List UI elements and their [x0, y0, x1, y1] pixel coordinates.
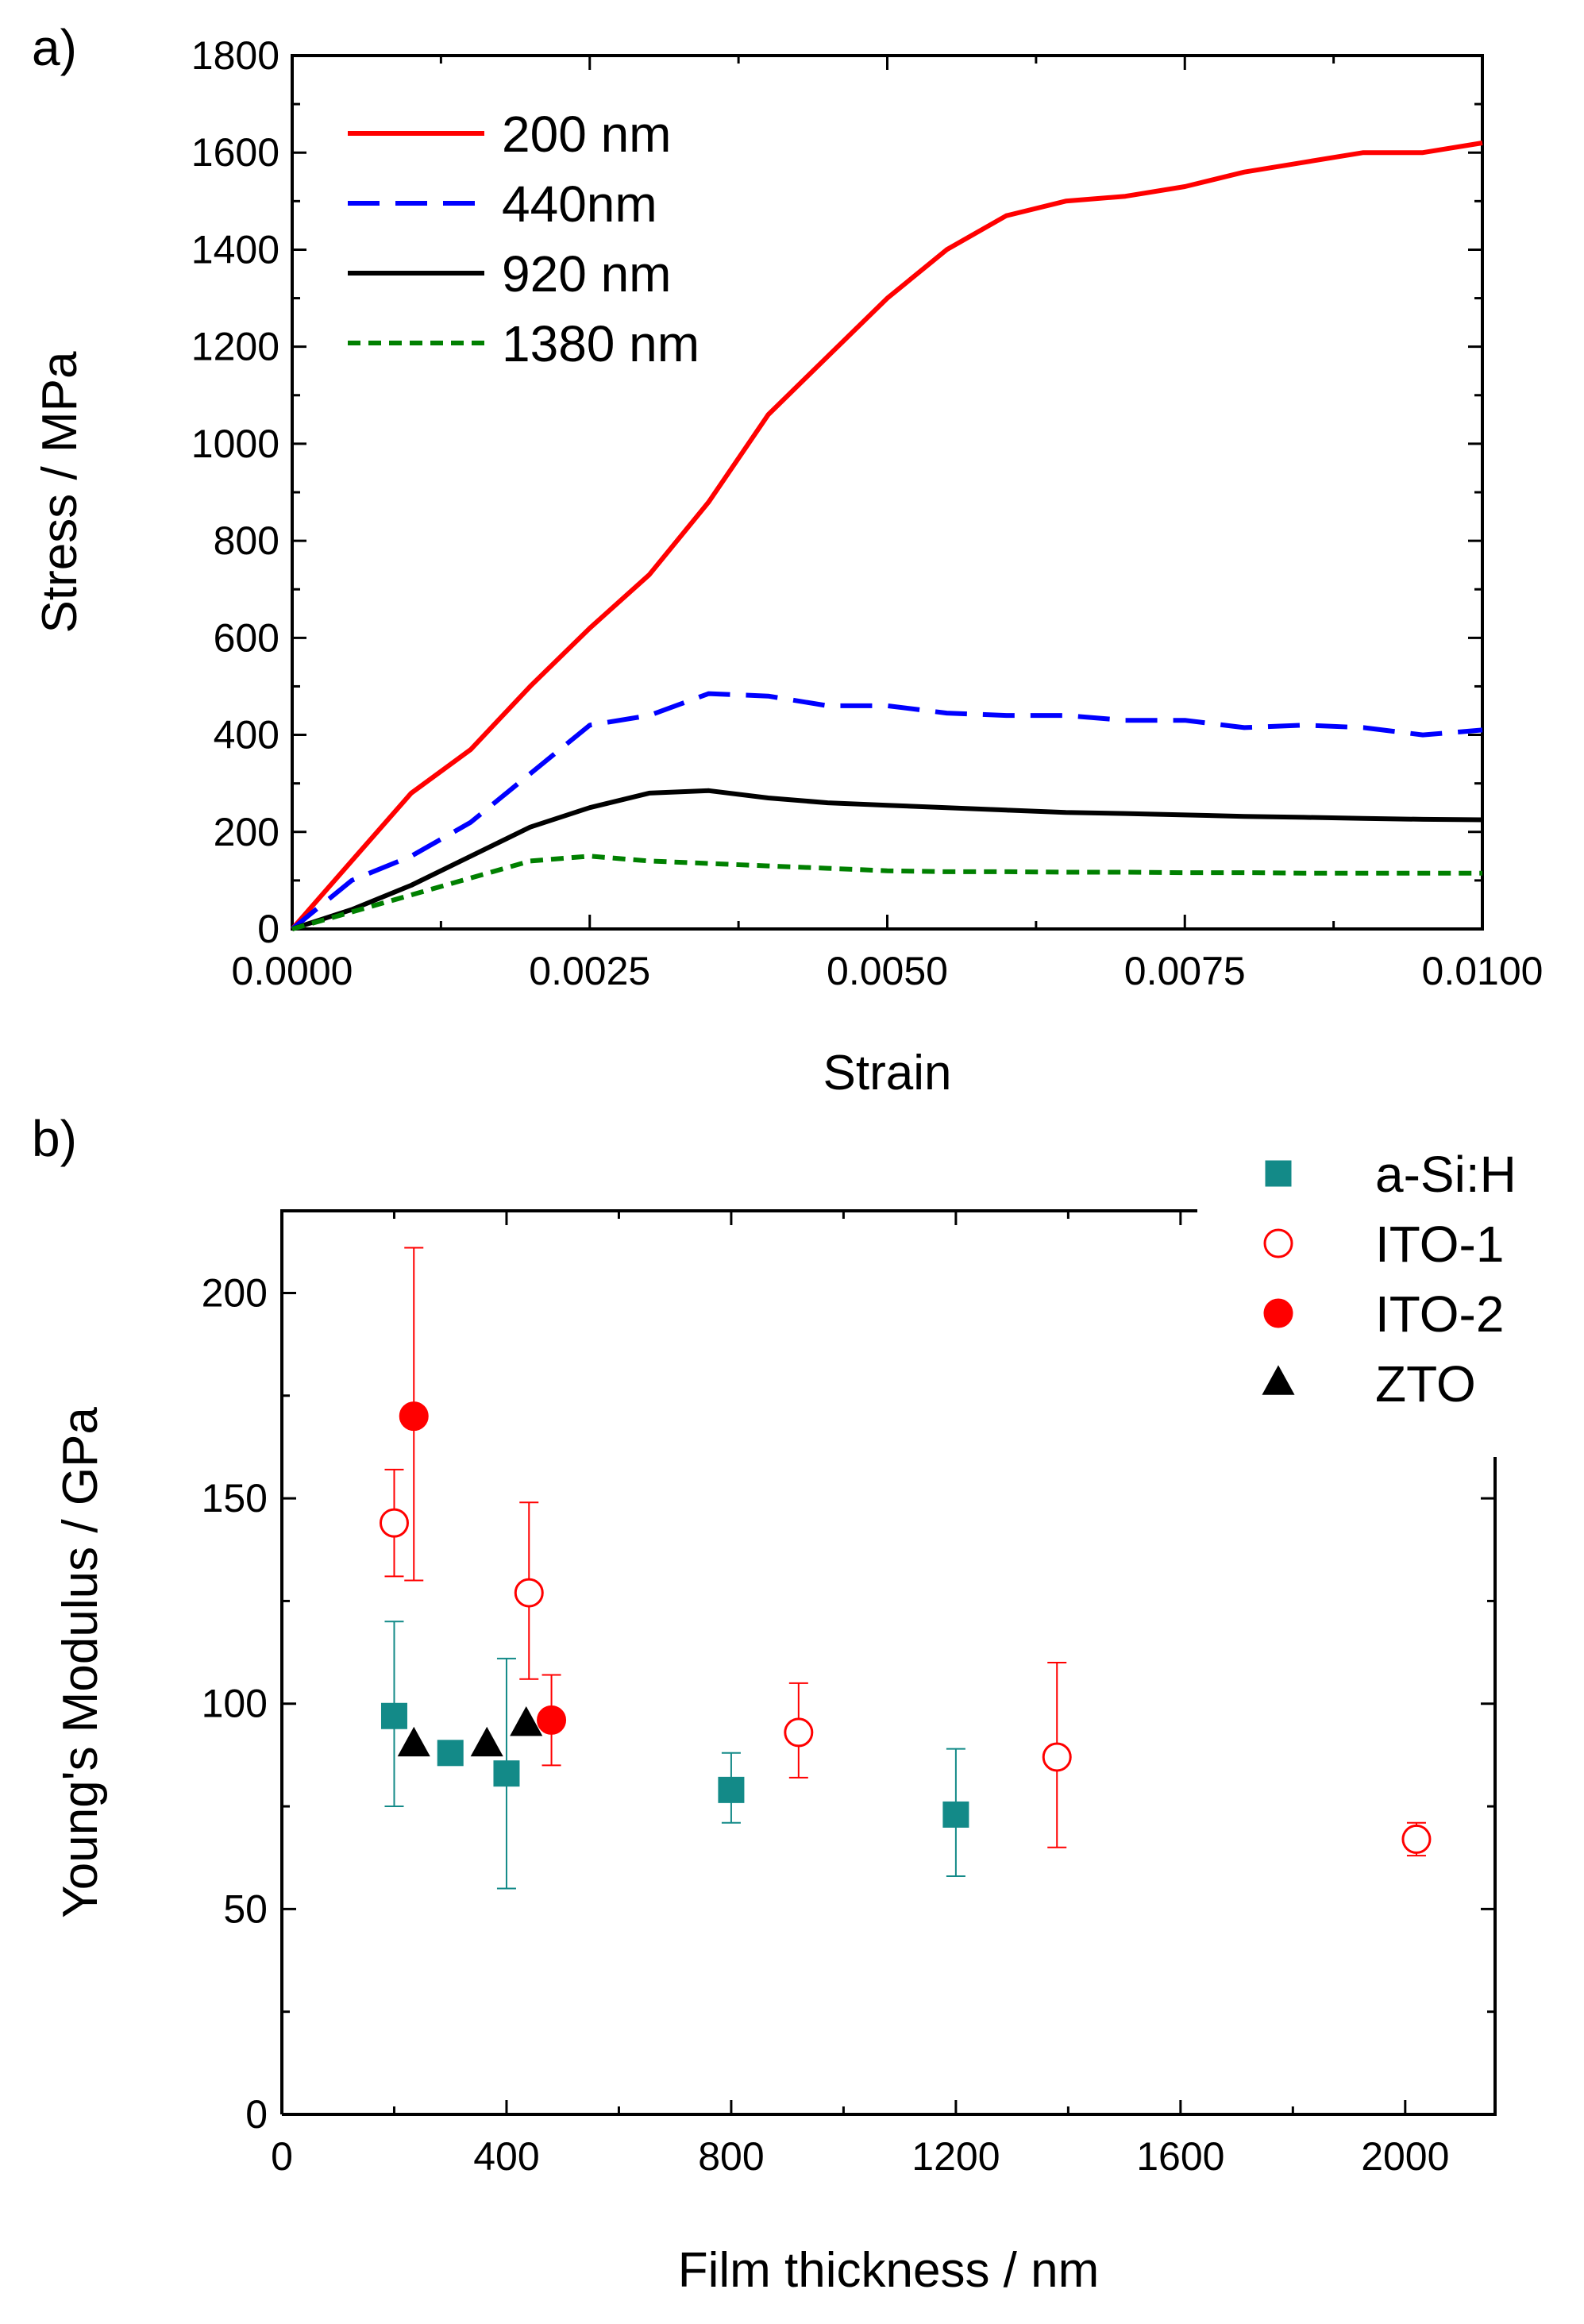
series-line-1380-nm	[291, 854, 1482, 931]
data-point-ITO-1	[514, 1578, 544, 1608]
data-point-ITO-1	[1042, 1742, 1072, 1772]
y-tick-label: 1600	[191, 130, 279, 175]
x-tick-label: 0	[271, 2134, 293, 2179]
x-tick-label: 0.0000	[232, 949, 353, 993]
legend-label: ZTO	[1375, 1355, 1476, 1413]
plot-frame-a	[291, 54, 1484, 931]
legend-marker	[1263, 1298, 1293, 1328]
legend-marker	[1265, 1160, 1292, 1187]
legend-marker	[1262, 1365, 1295, 1395]
x-tick-label: 1200	[911, 2134, 1000, 2179]
series-line-440nm	[291, 691, 1483, 931]
y-tick-label: 600	[214, 615, 279, 660]
data-point-a-Si-H	[942, 1801, 969, 1828]
legend-marker	[1263, 1228, 1293, 1258]
x-tick-label: 1600	[1136, 2134, 1224, 2179]
x-tick-label: 800	[698, 2134, 764, 2179]
y-tick-label: 800	[214, 518, 279, 563]
x-tick-label: 2000	[1361, 2134, 1449, 2179]
y-tick-label: 400	[214, 713, 279, 757]
legend-label: ITO-2	[1375, 1285, 1504, 1343]
data-point-a-Si-H	[380, 1702, 407, 1729]
data-point-ZTO	[397, 1726, 430, 1757]
y-tick-label: 50	[223, 1887, 268, 1931]
legend-label: 920 nm	[502, 245, 671, 303]
data-point-ITO-1	[784, 1717, 814, 1748]
plot-frame-b-bottom-right	[282, 1457, 1497, 2116]
x-axis-title-a: Strain	[823, 1046, 952, 1100]
y-tick-label: 0	[257, 907, 279, 951]
x-tick-label: 0.0025	[529, 949, 650, 993]
x-tick-label: 0.0075	[1124, 949, 1246, 993]
y-tick-label: 1200	[191, 325, 279, 369]
x-tick-label: 0.0050	[827, 949, 948, 993]
series-line-200-nm	[290, 141, 1483, 931]
legend-label: ITO-1	[1375, 1216, 1504, 1273]
series-line-920-nm	[291, 788, 1483, 931]
stress-strain-chart: 0 200 400 600 800 1000 1200 1400 1600 1800 0.0000 0…	[33, 33, 1543, 1100]
y-tick-label: 150	[202, 1476, 268, 1520]
y-tick-label: 0	[245, 2092, 268, 2137]
y-tick-label: 1400	[191, 227, 279, 272]
y-tick-label: 1000	[191, 422, 279, 466]
x-axis-title-b: Film thickness / nm	[678, 2243, 1100, 2298]
legend-label: 440nm	[502, 175, 657, 233]
data-point-ITO-1	[379, 1508, 409, 1538]
y-tick-label: 200	[202, 1270, 268, 1315]
y-tick-label: 200	[214, 810, 279, 854]
y-tick-label: 1800	[191, 33, 279, 78]
data-point-ITO-2	[399, 1401, 429, 1432]
data-point-ITO-2	[537, 1705, 567, 1735]
data-point-a-Si-H	[718, 1776, 745, 1803]
x-tick-label: 400	[473, 2134, 539, 2179]
data-point-ITO-1	[1401, 1824, 1432, 1854]
data-point-ZTO	[470, 1726, 503, 1757]
legend-label: 200 nm	[502, 106, 671, 163]
data-point-a-Si-H	[437, 1740, 464, 1767]
y-tick-label: 100	[202, 1682, 268, 1726]
y-axis-title-b: Young's Modulus / GPa	[53, 1407, 108, 1918]
panel-b-label: b)	[32, 1110, 77, 1167]
panel-a-label: a)	[32, 19, 77, 76]
y-axis-title-a: Stress / MPa	[33, 351, 87, 633]
legend-label: a-Si:H	[1375, 1146, 1517, 1203]
x-tick-label: 0.0100	[1422, 949, 1544, 993]
legend-label: 1380 nm	[502, 315, 700, 372]
data-point-a-Si-H	[493, 1760, 520, 1787]
data-point-ZTO	[510, 1705, 543, 1736]
